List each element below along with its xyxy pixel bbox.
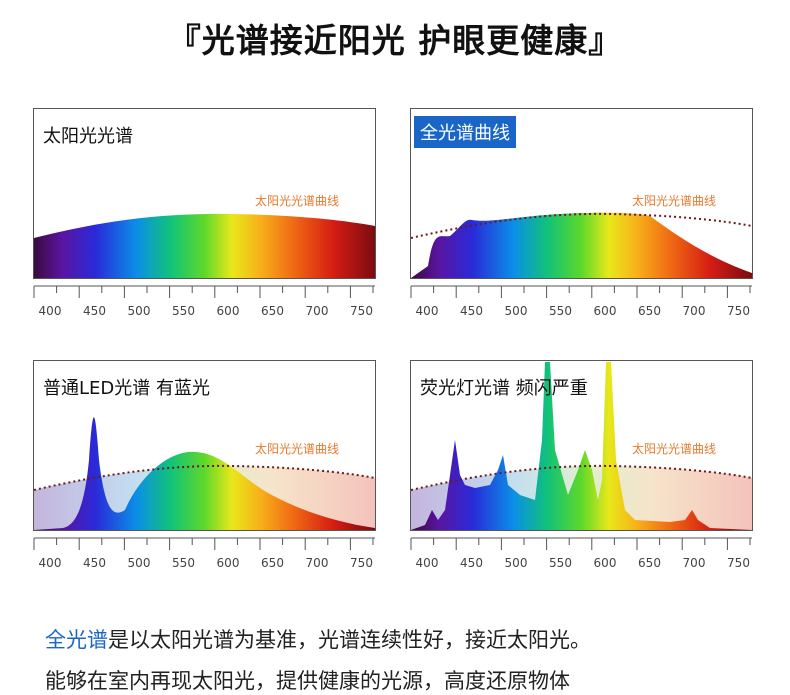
- led-spectrum-area: [34, 417, 375, 530]
- sun-spectrum-chart: [33, 108, 376, 298]
- tick-label: 650: [261, 556, 284, 570]
- tick-label: 400: [38, 556, 62, 570]
- panel-fluorescent-spectrum: 荧光灯光谱 频闪严重 太阳光光谱曲线 400 450 500 550 600 650 700…: [410, 360, 755, 600]
- tick-label: 550: [172, 304, 195, 318]
- tick-label: 500: [504, 304, 528, 318]
- tick-label: 400: [415, 556, 439, 570]
- curve-label: 太阳光光谱曲线: [632, 194, 717, 208]
- panel-sun-spectrum: 太阳光光谱 太阳光光谱曲线 400 450 500 550 600 650 700 750: [33, 108, 378, 348]
- tick-label: 600: [593, 556, 617, 570]
- panel-label: 普通LED光谱 有蓝光: [43, 378, 210, 399]
- tick-label: 550: [549, 304, 572, 318]
- led-spectrum-chart: [33, 360, 376, 550]
- tick-label: 700: [682, 556, 706, 570]
- tick-label: 600: [593, 304, 617, 318]
- x-axis-ticks: 400 450 500 550 600 650 700 750: [33, 556, 378, 576]
- tick-label: 750: [727, 304, 750, 318]
- fluorescent-spectrum-chart: [410, 360, 753, 550]
- tick-label: 700: [305, 304, 329, 318]
- tick-label: 550: [172, 556, 195, 570]
- description-text: 是以太阳光谱为基准，光谱连续性好，接近太阳光。: [108, 628, 591, 652]
- tick-label: 450: [83, 556, 106, 570]
- tick-label: 650: [261, 304, 284, 318]
- panel-label: 太阳光光谱: [43, 126, 133, 147]
- x-axis-ticks: 400 450 500 550 600 650 700 750: [410, 556, 755, 576]
- x-axis-ticks: 400 450 500 550 600 650 700 750: [410, 304, 755, 324]
- tick-label: 500: [127, 304, 151, 318]
- tick-label: 550: [549, 556, 572, 570]
- tick-label: 750: [350, 304, 373, 318]
- curve-label: 太阳光光谱曲线: [632, 442, 717, 456]
- curve-label: 太阳光光谱曲线: [255, 442, 340, 456]
- tick-label: 750: [727, 556, 750, 570]
- panel-label: 荧光灯光谱 频闪严重: [420, 378, 588, 399]
- tick-label: 500: [127, 556, 151, 570]
- tick-label: 450: [460, 556, 483, 570]
- panel-full-spectrum: 全光谱曲线 太阳光光谱曲线 400 450 500 550 600 650 700 750: [410, 108, 755, 348]
- tick-label: 700: [305, 556, 329, 570]
- tick-label: 650: [638, 556, 661, 570]
- fluorescent-spectrum-area: [411, 362, 752, 530]
- tick-label: 700: [682, 304, 706, 318]
- page-title: 『光谱接近阳光 护眼更健康』: [167, 21, 623, 60]
- description-line-1: 全光谱是以太阳光谱为基准，光谱连续性好，接近太阳光。: [45, 624, 591, 654]
- sun-spectrum-area: [34, 213, 375, 278]
- tick-label: 500: [504, 556, 528, 570]
- panel-label: 全光谱曲线: [414, 116, 516, 148]
- highlight-text: 全光谱: [45, 628, 108, 652]
- tick-label: 650: [638, 304, 661, 318]
- description-line-2: 能够在室内再现太阳光，提供健康的光源，高度还原物体: [45, 669, 570, 693]
- tick-label: 750: [350, 556, 373, 570]
- tick-label: 600: [216, 304, 240, 318]
- tick-label: 600: [216, 556, 240, 570]
- tick-label: 450: [83, 304, 106, 318]
- curve-label: 太阳光光谱曲线: [255, 194, 340, 208]
- full-spectrum-area: [411, 212, 752, 278]
- tick-label: 400: [38, 304, 62, 318]
- x-axis-ticks: 400 450 500 550 600 650 700 750: [33, 304, 378, 324]
- tick-label: 400: [415, 304, 439, 318]
- panel-led-spectrum: 普通LED光谱 有蓝光 太阳光光谱曲线 400 450 500 550 600 650 70…: [33, 360, 378, 600]
- tick-label: 450: [460, 304, 483, 318]
